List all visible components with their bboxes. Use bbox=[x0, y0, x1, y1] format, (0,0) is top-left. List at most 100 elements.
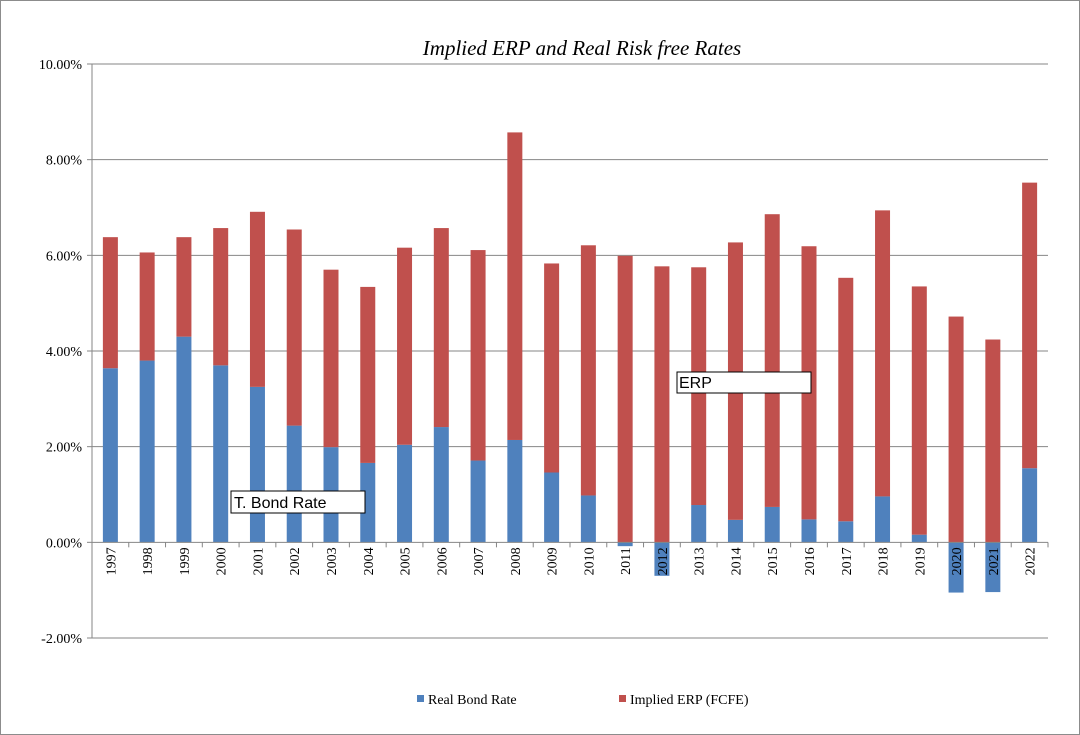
y-tick-label: 0.00% bbox=[46, 536, 83, 551]
x-tick-label-2011: 2011 bbox=[619, 547, 634, 574]
x-tick-label-1998: 1998 bbox=[141, 547, 156, 575]
bar-implied-erp-1997 bbox=[102, 237, 118, 369]
bar-implied-erp-2008 bbox=[507, 132, 523, 440]
bar-real-bond-rate-1998 bbox=[139, 360, 155, 543]
x-tick-label-2019: 2019 bbox=[913, 547, 928, 575]
bar-implied-erp-2007 bbox=[470, 250, 486, 461]
bar-real-bond-rate-2021 bbox=[985, 542, 1001, 593]
x-tick-label-2016: 2016 bbox=[803, 547, 818, 575]
legend-item-implied-erp: Implied ERP (FCFE) bbox=[619, 693, 749, 708]
bar-implied-erp-2018 bbox=[875, 210, 891, 497]
bar-real-bond-rate-2012 bbox=[654, 542, 670, 576]
x-tick-label-2006: 2006 bbox=[435, 547, 450, 575]
bar-real-bond-rate-2002 bbox=[286, 425, 302, 543]
bar-implied-erp-2003 bbox=[323, 269, 339, 448]
x-tick-label-2002: 2002 bbox=[288, 547, 303, 575]
bar-real-bond-rate-2018 bbox=[875, 496, 891, 543]
bar-real-bond-rate-2007 bbox=[470, 460, 486, 543]
bar-implied-erp-1998 bbox=[139, 252, 155, 361]
x-tick-label-2022: 2022 bbox=[1024, 547, 1039, 575]
x-tick-label-2020: 2020 bbox=[950, 547, 965, 575]
bar-real-bond-rate-2009 bbox=[544, 472, 560, 543]
bar-implied-erp-1999 bbox=[176, 237, 192, 337]
x-tick-label-2018: 2018 bbox=[877, 547, 892, 575]
y-tick-label: -2.00% bbox=[41, 632, 82, 647]
bar-implied-erp-2004 bbox=[360, 286, 376, 463]
bar-implied-erp-2017 bbox=[838, 277, 854, 522]
y-tick-label: 10.00% bbox=[39, 58, 83, 73]
bar-implied-erp-2019 bbox=[911, 286, 927, 535]
bar-implied-erp-2002 bbox=[286, 229, 302, 426]
legend-item-real-bond-rate: Real Bond Rate bbox=[417, 693, 517, 708]
bar-implied-erp-2022 bbox=[1022, 182, 1038, 469]
bar-real-bond-rate-2005 bbox=[397, 444, 413, 543]
chart-title: Implied ERP and Real Risk free Rates bbox=[422, 36, 741, 60]
bar-real-bond-rate-2019 bbox=[911, 534, 927, 543]
callout-tbond-label: T. Bond Rate bbox=[234, 495, 327, 512]
bar-implied-erp-2001 bbox=[249, 211, 265, 387]
x-tick-label-2015: 2015 bbox=[766, 547, 781, 575]
y-axis-ticks: -2.00% 0.00% 2.00% 4.00% 6.00% 8.00% 10.00% bbox=[39, 58, 92, 647]
y-tick-label: 4.00% bbox=[46, 345, 83, 360]
x-tick-label-2008: 2008 bbox=[509, 547, 524, 575]
x-tick-label-2009: 2009 bbox=[546, 547, 561, 575]
bar-real-bond-rate-2004 bbox=[360, 462, 376, 543]
x-tick-label-1999: 1999 bbox=[178, 547, 193, 575]
bar-real-bond-rate-2008 bbox=[507, 439, 523, 543]
bar-real-bond-rate-2014 bbox=[727, 519, 743, 543]
bar-real-bond-rate-1997 bbox=[102, 368, 118, 543]
bar-implied-erp-2011 bbox=[617, 255, 633, 543]
legend-swatch-real-bond-rate bbox=[417, 695, 424, 702]
x-tick-label-2007: 2007 bbox=[472, 547, 487, 575]
x-tick-label-2001: 2001 bbox=[251, 547, 266, 575]
x-tick-label-2000: 2000 bbox=[215, 547, 230, 575]
bar-implied-erp-2012 bbox=[654, 266, 670, 543]
legend-label-implied-erp: Implied ERP (FCFE) bbox=[630, 693, 749, 708]
y-tick-label: 2.00% bbox=[46, 441, 83, 456]
bar-real-bond-rate-1999 bbox=[176, 336, 192, 543]
legend-swatch-implied-erp bbox=[619, 695, 626, 702]
x-tick-label-2013: 2013 bbox=[693, 547, 708, 575]
bar-real-bond-rate-2001 bbox=[249, 386, 265, 543]
bar-implied-erp-2021 bbox=[985, 339, 1001, 543]
legend-label-real-bond-rate: Real Bond Rate bbox=[428, 693, 517, 708]
bar-real-bond-rate-2010 bbox=[580, 495, 596, 543]
bar-implied-erp-2015 bbox=[764, 214, 780, 507]
callout-erp: ERP bbox=[676, 371, 812, 394]
bar-real-bond-rate-2016 bbox=[801, 519, 817, 543]
x-tick-label-2003: 2003 bbox=[325, 547, 340, 575]
bar-real-bond-rate-2017 bbox=[838, 521, 854, 543]
bar-real-bond-rate-2011 bbox=[617, 542, 633, 547]
x-tick-label-2021: 2021 bbox=[987, 547, 1002, 575]
bar-real-bond-rate-2015 bbox=[764, 506, 780, 543]
bar-real-bond-rate-2006 bbox=[433, 427, 449, 543]
x-tick-label-2017: 2017 bbox=[840, 547, 855, 575]
bars bbox=[102, 132, 1038, 593]
bar-implied-erp-2000 bbox=[213, 228, 229, 366]
bar-real-bond-rate-2022 bbox=[1022, 468, 1038, 543]
x-tick-label-1997: 1997 bbox=[104, 547, 119, 575]
bar-implied-erp-2009 bbox=[544, 263, 560, 473]
bar-implied-erp-2006 bbox=[433, 228, 449, 428]
callout-tbond: T. Bond Rate bbox=[230, 490, 366, 514]
bar-implied-erp-2005 bbox=[397, 247, 413, 445]
x-tick-label-2010: 2010 bbox=[582, 547, 597, 575]
bar-real-bond-rate-2020 bbox=[948, 542, 964, 593]
bar-implied-erp-2020 bbox=[948, 316, 964, 543]
bar-real-bond-rate-2000 bbox=[213, 365, 229, 543]
x-tick-label-2014: 2014 bbox=[729, 547, 744, 575]
y-tick-label: 6.00% bbox=[46, 249, 83, 264]
bar-real-bond-rate-2013 bbox=[691, 505, 707, 543]
y-tick-label: 8.00% bbox=[46, 154, 83, 169]
gridlines bbox=[92, 63, 1048, 639]
callout-erp-box bbox=[676, 371, 812, 394]
callout-tbond-box bbox=[230, 490, 366, 514]
callout-erp-label: ERP bbox=[679, 375, 712, 392]
x-axis-ticks: 1997 1998 1999 2000 2001 2002 2003 2004 2005 2006… bbox=[91, 542, 1049, 575]
bar-implied-erp-2010 bbox=[580, 245, 596, 496]
legend: Real Bond Rate Implied ERP (FCFE) bbox=[417, 693, 749, 708]
x-tick-label-2012: 2012 bbox=[656, 547, 671, 575]
x-tick-label-2004: 2004 bbox=[362, 547, 377, 575]
x-tick-label-2005: 2005 bbox=[399, 547, 414, 575]
